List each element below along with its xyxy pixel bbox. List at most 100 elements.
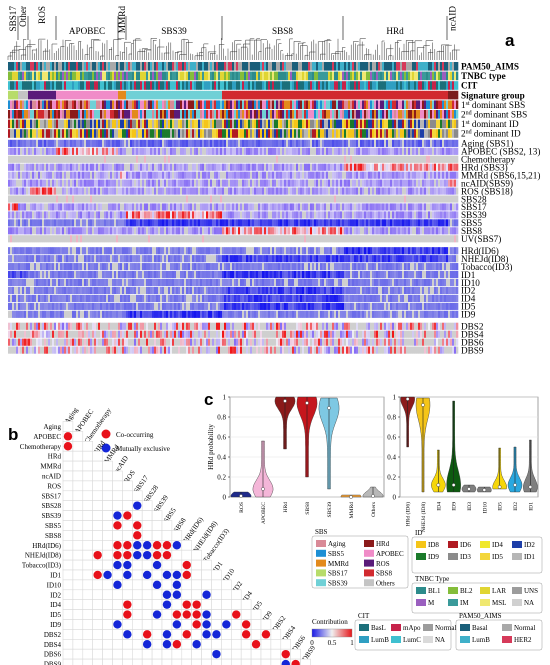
sbs-row-10-cell [444,219,447,227]
dominant-row-1-cell [356,110,359,119]
anno-row-0-cell [190,62,193,71]
sbs-row-9-cell [342,211,345,219]
sbs-row-3-cell [250,163,253,171]
sbs-row-1-cell [286,147,289,155]
sbs-row-9-cell [398,211,401,219]
sbs-row-0-cell [392,139,395,147]
sbs-row-5-cell [250,179,253,187]
sbs-row-8-cell [76,203,79,211]
sbs-row-12-cell [188,235,191,243]
anno-row-0-cell [124,62,127,71]
dominant-row-0-cell [424,100,427,109]
signature-group-row-cell [150,90,153,100]
sbs-row-11-cell [304,227,307,235]
sbs-row-0-cell [314,139,317,147]
dominant-row-3-cell [398,129,401,138]
dominant-row-2-cell [388,119,391,129]
sbs-row-11-cell [218,227,221,235]
sbs-row-9-cell [224,211,227,219]
sbs-row-12-cell [208,235,211,243]
sbs-row-7-cell [154,195,157,203]
sbs-row-4-cell [248,171,251,179]
sbs-row-9-cell [144,211,147,219]
sbs-row-7-cell [226,195,229,203]
dominant-row-1-cell [188,110,191,119]
dominant-row-1-cell [88,110,91,119]
sbs-row-3-cell [266,163,269,171]
dominant-row-1-cell [316,110,319,119]
sbs-row-9-cell [366,211,369,219]
anno-row-2-cell [218,81,221,90]
dominant-row-1-cell [16,110,19,119]
sbs-row-8-cell [368,203,371,211]
dominant-row-2-cell [224,119,227,129]
anno-row-2-cell [404,81,407,90]
anno-row-2-cell [314,81,317,90]
anno-row-1-cell [188,71,191,81]
sbs-row-11-cell [286,227,289,235]
sbs-row-4-cell [54,171,57,179]
sbs-row-5-cell [174,179,177,187]
sbs-row-3-cell [152,163,155,171]
dominant-row-0-cell [8,100,11,109]
sbs-row-7-cell [374,195,377,203]
sbs-row-10-cell [12,219,15,227]
anno-row-1-cell [384,71,387,81]
signature-group-row-cell [242,90,245,100]
sbs-row-1-cell [452,147,455,155]
anno-row-2-cell [318,81,321,90]
dominant-row-3-cell [420,129,423,138]
sbs-row-11-cell [382,227,385,235]
sbs-row-7-cell [168,195,171,203]
sbs-row-8-cell [420,203,423,211]
sbs-row-3-cell [300,163,303,171]
sbs-row-3-cell [8,163,11,171]
sbs-row-0-cell [22,139,25,147]
sbs-row-12-cell [440,235,443,243]
sbs-row-7-cell [192,195,195,203]
sbs-row-1-cell [186,147,189,155]
sbs-row-2-cell [286,155,289,163]
sbs-row-7-cell [110,195,113,203]
sbs-row-0-cell [324,139,327,147]
sbs-row-7-cell [166,195,169,203]
sbs-row-6-cell [176,187,179,195]
signature-group-row-cell [204,90,207,100]
sbs-row-3-cell [340,163,343,171]
anno-row-2-cell [344,81,347,90]
sbs-row-9-cell [78,211,81,219]
sbs-row-12-cell [200,235,203,243]
dominant-row-2-cell [396,119,399,129]
sbs-row-11-cell [166,227,169,235]
sbs-row-5-cell [84,179,87,187]
sbs-row-8-cell [452,203,455,211]
sbs-row-3-cell [354,163,357,171]
anno-row-0-cell [364,62,367,71]
dominant-row-1-cell [394,110,397,119]
sbs-row-1-cell [382,147,385,155]
sbs-row-12-cell [42,235,45,243]
sbs-row-7-cell [24,195,27,203]
sbs-row-4-cell [166,171,169,179]
anno-row-2-cell [254,81,257,90]
sbs-row-1-cell [48,147,51,155]
sbs-row-3-cell [252,163,255,171]
sbs-row-0-cell [84,139,87,147]
id-row-0-cell [138,247,141,255]
anno-row-2-cell [358,81,361,90]
sbs-row-8-cell [68,203,71,211]
anno-row-2-cell [144,81,147,90]
sbs-row-8-cell [394,203,397,211]
sbs-row-8-cell [116,203,119,211]
dominant-row-2-cell [402,119,405,129]
sbs-row-11-cell [280,227,283,235]
anno-row-0-cell [418,62,421,71]
sbs-row-1-cell [120,147,123,155]
anno-row-1-cell [408,71,411,81]
sbs-row-1-cell [20,147,23,155]
sbs-row-9-cell [420,211,423,219]
dominant-row-2-cell [206,119,209,129]
dominant-row-0-cell [256,100,259,109]
dominant-row-2-cell [444,119,447,129]
sbs-row-4-cell [356,171,359,179]
